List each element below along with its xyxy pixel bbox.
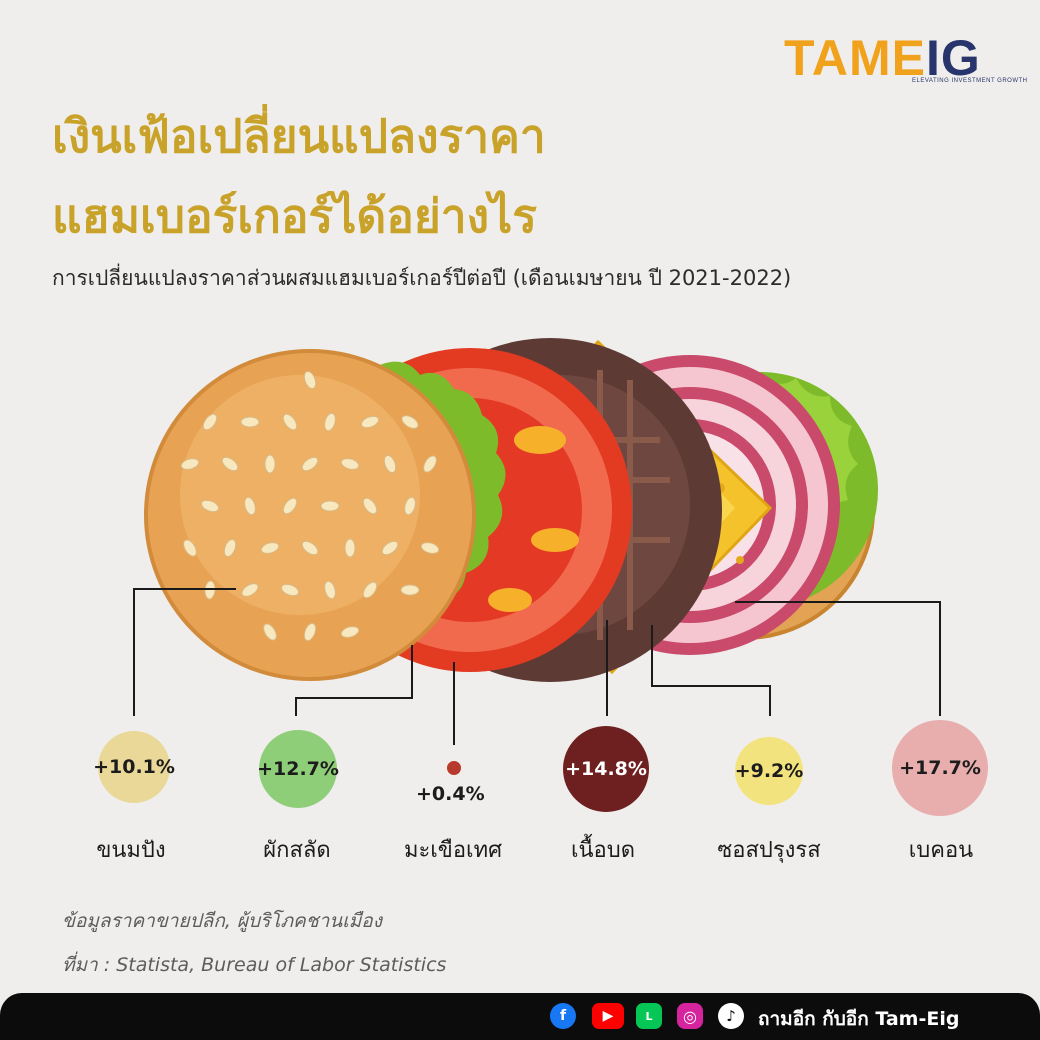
bubble-beef: +14.8% <box>563 726 649 812</box>
sesame-seed <box>180 458 200 470</box>
sesame-seed <box>362 497 378 515</box>
label-sauce: ซอสปรุงรส <box>717 838 821 863</box>
tomato-change: +0.4% <box>416 783 485 805</box>
sauce-change: +9.2% <box>734 760 804 782</box>
bread-change: +10.1% <box>93 756 175 778</box>
sesame-seed <box>324 412 336 432</box>
facebook-icon[interactable]: f <box>550 1003 576 1029</box>
title-line-1: เงินเฟ้อเปลี่ยนแปลงราคา <box>52 109 546 163</box>
sesame-seed <box>282 497 298 515</box>
beef-change: +14.8% <box>565 758 647 780</box>
leader-line-lettuce <box>295 645 413 716</box>
leader-line-sauce <box>651 625 771 716</box>
page-subtitle: การเปลี่ยนแปลงราคาส่วนผสมแฮมเบอร์เกอร์ปี… <box>52 266 792 290</box>
sesame-seed <box>244 496 256 516</box>
brand-logo: TAMEIG ELEVATING INVESTMENT GROWTH <box>784 30 1027 90</box>
leader-line-bread <box>133 588 236 716</box>
data-note: ข้อมูลราคาขายปลีก, ผู้บริโภคชานเมือง <box>62 910 382 932</box>
sesame-seed <box>223 538 237 558</box>
leader-line-bacon <box>735 601 941 716</box>
sesame-seed <box>404 496 416 516</box>
sesame-seed <box>221 456 239 472</box>
page-title: เงินเฟ้อเปลี่ยนแปลงราคา แฮมเบอร์เกอร์ได้… <box>52 96 546 256</box>
logo-text-main: TAME <box>784 30 926 86</box>
sesame-seed <box>280 583 300 597</box>
footer-bar <box>0 993 1040 1040</box>
title-line-2: แฮมเบอร์เกอร์ได้อย่างไร <box>52 189 537 243</box>
line-icon[interactable]: L <box>636 1003 662 1029</box>
leader-lines <box>133 588 941 745</box>
sesame-seed <box>303 370 317 390</box>
sesame-seed <box>240 416 260 428</box>
sesame-seed <box>383 454 397 474</box>
lettuce-change: +12.7% <box>257 758 339 780</box>
sesame-seed <box>263 623 277 641</box>
bubble-tomato <box>447 761 461 775</box>
sesame-seed <box>320 500 340 512</box>
sesame-seed <box>362 581 378 599</box>
sesame-seed <box>381 540 399 556</box>
logo-text-end: IG <box>925 30 981 86</box>
sesame-seed <box>420 542 440 554</box>
sesame-seed <box>360 415 380 429</box>
sesame-seed <box>340 626 360 638</box>
label-bread: ขนมปัง <box>96 838 166 863</box>
bacon-change: +17.7% <box>899 757 981 779</box>
sesame-seed <box>183 539 197 557</box>
label-lettuce: ผักสลัด <box>263 838 331 863</box>
sesame-bun-layer <box>144 349 476 681</box>
bubble-lettuce: +12.7% <box>257 730 339 808</box>
tiktok-icon[interactable]: ♪ <box>718 1003 744 1029</box>
sesame-seed <box>344 538 356 558</box>
sesame-seed <box>303 622 317 642</box>
sesame-seed <box>340 458 360 470</box>
label-beef: เนื้อบด <box>570 838 636 863</box>
sesame-seed <box>324 580 336 600</box>
sesame-seed <box>301 456 319 472</box>
sesame-seed <box>241 583 259 597</box>
footer-channel-name: ถามอีก กับอีก Tam-Eig <box>758 1008 960 1030</box>
sesame-seed <box>400 584 420 596</box>
source-note: ที่มา : Statista, Bureau of Labor Statis… <box>62 954 447 976</box>
bubble-bread: +10.1% <box>93 731 175 803</box>
bubble-sauce: +9.2% <box>735 737 803 805</box>
sesame-seed <box>401 415 419 429</box>
sesame-seed <box>202 413 218 431</box>
label-tomato: มะเขือเทศ <box>403 838 503 863</box>
sesame-seed <box>264 454 276 474</box>
youtube-icon[interactable]: ▶ <box>592 1003 624 1029</box>
instagram-icon[interactable]: ◎ <box>677 1003 703 1029</box>
label-bacon: เบคอน <box>908 838 974 863</box>
sesame-seed <box>200 499 220 513</box>
bubble-bacon: +17.7% <box>892 720 988 816</box>
sesame-seed <box>423 455 437 473</box>
sesame-seed <box>260 542 280 554</box>
sesame-seed <box>282 413 298 431</box>
sesame-seed <box>301 540 319 556</box>
logo-tagline: ELEVATING INVESTMENT GROWTH <box>912 78 1028 84</box>
